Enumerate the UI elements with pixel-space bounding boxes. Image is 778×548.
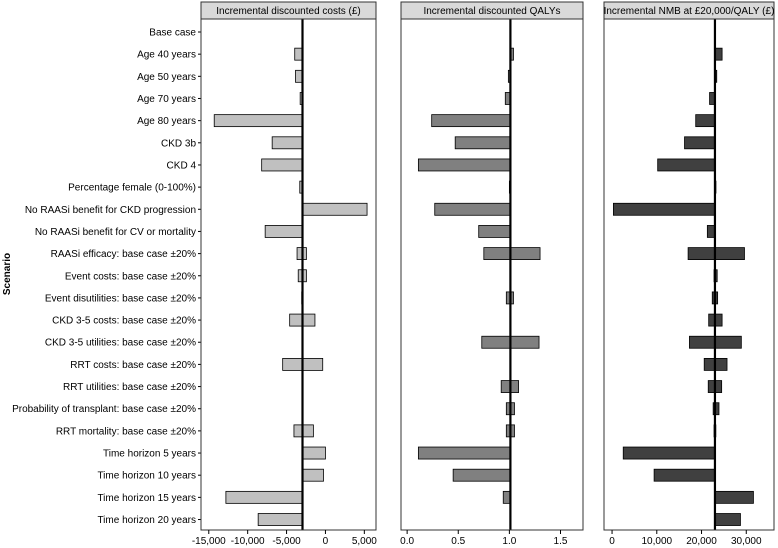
scenario-label: No RAASi benefit for CKD progression (25, 205, 196, 216)
scenario-labels: Base case Age 40 years Age 50 years Age 70 … (12, 28, 201, 526)
bar (714, 490, 754, 504)
bar (431, 114, 511, 128)
scenario-label: No RAASi benefit for CV or mortality (35, 227, 196, 238)
x-tick-label: 0.0 (400, 536, 414, 547)
scenario-label: RRT utilities: base case ±20% (63, 382, 196, 393)
scenario-label: Probability of transplant: base case ±20… (12, 404, 196, 415)
x-tick-label: 0.5 (451, 536, 465, 547)
bar (417, 158, 511, 172)
scenario-label: RRT mortality: base case ±20% (56, 426, 196, 437)
bar (714, 513, 741, 526)
bar (271, 136, 303, 150)
scenario-label: RRT costs: base case ±20% (70, 360, 196, 371)
scenario-label: Time horizon 5 years (103, 449, 196, 460)
bar (452, 468, 511, 482)
bar (695, 114, 716, 128)
scenario-label: CKD 3-5 costs: base case ±20% (52, 316, 196, 327)
bar (225, 490, 303, 504)
x-tick-label: 30,000 (731, 536, 762, 547)
x-tick-label: -15,000 (192, 536, 226, 547)
bar (612, 202, 716, 216)
bar (478, 225, 511, 238)
x-tick-label: 5,000 (352, 536, 377, 547)
scenario-label: Age 80 years (137, 116, 196, 127)
bar (302, 446, 326, 460)
scenario-label: Event disutilities: base case ±20% (45, 293, 196, 304)
x-tick-label: 1.5 (554, 536, 568, 547)
scenario-label: Age 40 years (137, 50, 196, 61)
bar (293, 424, 314, 438)
scenario-label: Time horizon 20 years (97, 515, 196, 526)
x-tick-label: 20,000 (686, 536, 717, 547)
bar (417, 446, 511, 460)
bar (653, 468, 716, 482)
scenario-label: Age 70 years (137, 94, 196, 105)
x-tick-label: 0 (323, 536, 329, 547)
bar (712, 402, 720, 416)
bar (302, 202, 368, 216)
x-tick-label: 0 (609, 536, 615, 547)
scenario-label: Time horizon 15 years (97, 493, 196, 504)
scenario-label: Percentage female (0-100%) (68, 183, 196, 194)
x-tick-label: 1.0 (502, 536, 516, 547)
bar (302, 468, 324, 482)
scenario-label: CKD 3b (161, 138, 196, 149)
scenario-label: Time horizon 10 years (97, 471, 196, 482)
x-tick-label: -10,000 (231, 536, 265, 547)
panel: Incremental discounted QALYs 0.0 0.5 1.0 1.5 (400, 1, 584, 547)
bar (684, 136, 716, 150)
bar (657, 158, 716, 172)
bar (434, 202, 511, 216)
scenario-label: CKD 4 (167, 160, 197, 171)
panel: Incremental discounted costs (£)-15,000-… (192, 1, 377, 547)
scenario-label: RAASi efficacy: base case ±20% (51, 249, 196, 260)
panel-title: Incremental discounted QALYs (423, 6, 560, 17)
bar (294, 47, 303, 61)
bar (483, 247, 541, 261)
panel: Incremental NMB at £20,000/QALY (£) 0 10,0… (603, 1, 775, 547)
panel-title: Incremental discounted costs (£) (216, 6, 361, 17)
bar (213, 114, 303, 128)
scenario-label: CKD 3-5 utilities: base case ±20% (45, 338, 196, 349)
scenario-label: Age 50 years (137, 72, 196, 83)
bar (264, 225, 303, 238)
panel-border (400, 18, 584, 531)
x-tick-label: -5,000 (272, 536, 301, 547)
bar (706, 225, 716, 238)
panel-border (200, 18, 377, 531)
bar (257, 513, 303, 526)
bar (261, 158, 303, 172)
chart-panels: Incremental discounted costs (£)-15,000-… (192, 1, 775, 547)
x-tick-label: 10,000 (641, 536, 672, 547)
panel-border (603, 18, 775, 531)
scenario-label: Base case (149, 28, 196, 39)
bar (687, 247, 745, 261)
bar (454, 136, 511, 150)
scenario-label: Event costs: base case ±20% (65, 271, 196, 282)
panel-background (401, 19, 583, 530)
panel-background (201, 19, 376, 530)
y-axis-title: Scenario (2, 253, 13, 295)
panel-background (604, 19, 774, 530)
panel-title: Incremental NMB at £20,000/QALY (£) (604, 6, 775, 17)
bar (622, 446, 716, 460)
